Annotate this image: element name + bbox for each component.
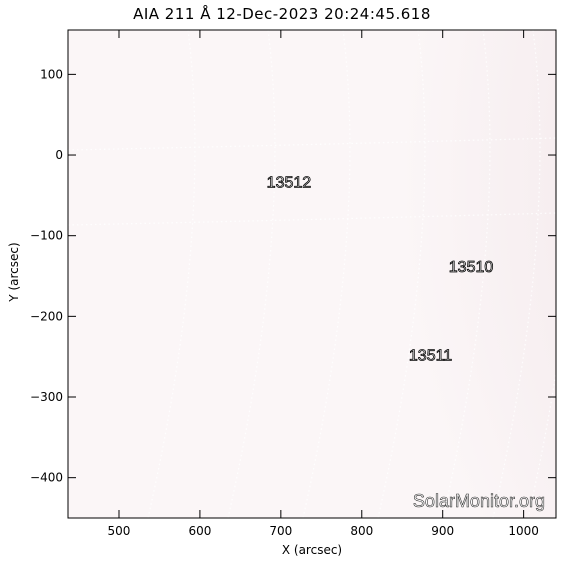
y-tick-label: −400 [30, 471, 63, 485]
solar-disk-image [68, 30, 556, 518]
active-region-label: 13512 [267, 174, 312, 191]
x-tick-label: 700 [269, 524, 292, 538]
x-tick-label: 800 [350, 524, 373, 538]
y-axis-title: Y (arcsec) [7, 242, 21, 302]
y-tick-label: −200 [30, 309, 63, 323]
latitude-line [68, 137, 556, 151]
active-region-labels: 13512 13510 13511 [266, 174, 494, 365]
y-tick-label: −100 [30, 229, 63, 243]
x-tick-label: 500 [108, 524, 131, 538]
y-tick-label: 100 [40, 67, 63, 81]
latitude-line [68, 212, 556, 226]
plot-frame [67, 29, 557, 519]
active-region-label: 13510 [449, 259, 494, 276]
x-tick-label: 1000 [508, 524, 539, 538]
solar-limb [68, 30, 556, 518]
x-axis-ticks: 500 600 700 800 900 1000 [108, 30, 539, 538]
heliographic-grid [68, 30, 556, 518]
y-axis-ticks: 100 0 −100 −200 −300 −400 [30, 67, 556, 485]
image-title: AIA 211 Å 12-Dec-2023 20:24:45.618 [133, 5, 431, 23]
y-tick-label: −300 [30, 390, 63, 404]
active-region-label: 13511 [409, 348, 452, 365]
y-tick-label: 0 [55, 148, 63, 162]
x-axis-title: X (arcsec) [281, 543, 343, 557]
x-tick-label: 900 [431, 524, 454, 538]
watermark-text: SolarMonitor.org [413, 491, 545, 511]
x-tick-label: 600 [188, 524, 211, 538]
